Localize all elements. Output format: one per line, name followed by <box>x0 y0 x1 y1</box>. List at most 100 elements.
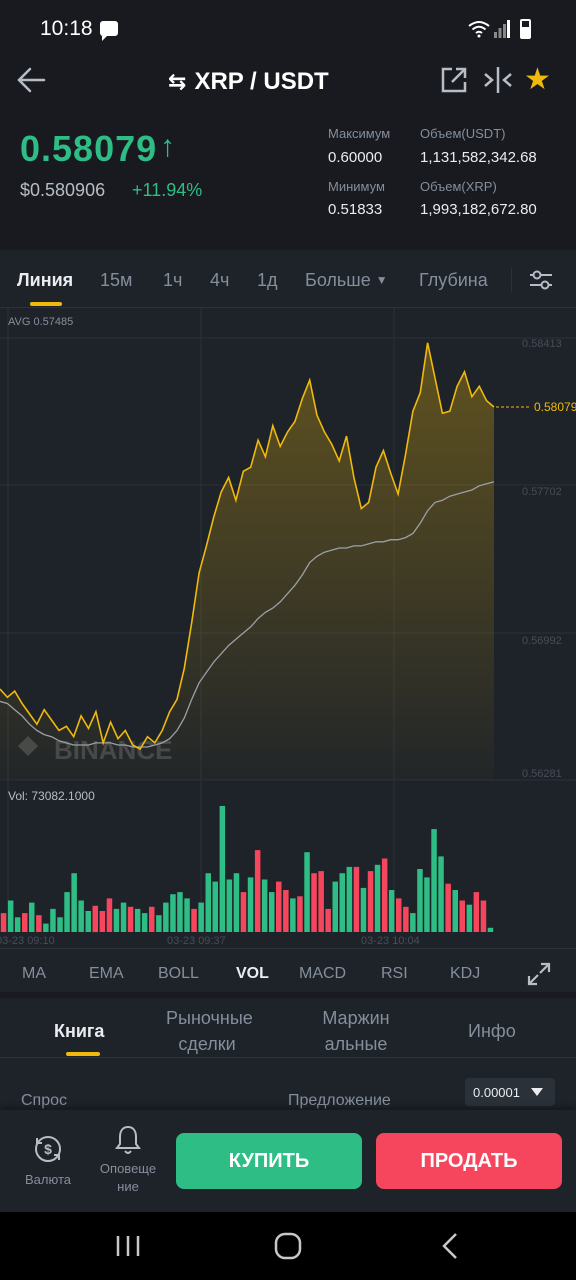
low-label: Минимум <box>328 179 385 194</box>
volume-bar <box>198 902 204 932</box>
volume-bar <box>445 883 451 932</box>
tab-1d[interactable]: 1д <box>257 270 278 290</box>
status-bar: 10:18 <box>0 0 576 56</box>
header: ⇆ XRP / USDT ★ <box>0 56 576 108</box>
pair-selector[interactable]: ⇆ XRP / USDT <box>168 68 329 96</box>
active-tab-indicator <box>30 302 62 306</box>
tab-margin[interactable]: Маржин альные <box>314 1005 398 1057</box>
indicator-boll[interactable]: BOLL <box>158 965 199 982</box>
indicator-rsi[interactable]: RSI <box>381 965 408 982</box>
price-up-arrow-icon: ↑ <box>160 130 175 163</box>
volume-bar <box>240 892 247 932</box>
bell-icon <box>115 1125 141 1154</box>
volume-bar <box>374 864 381 932</box>
price-line <box>0 342 495 751</box>
precision-value: 0.00001 <box>473 1085 520 1100</box>
system-icons <box>468 18 538 40</box>
bid-label: Спрос <box>21 1092 68 1109</box>
share-icon[interactable] <box>438 64 470 96</box>
tab-margin-line2: альные <box>324 1034 388 1054</box>
last-price: 0.58079 <box>20 128 158 169</box>
pair-name: XRP / USDT <box>194 68 329 95</box>
volume-bar <box>381 858 388 932</box>
chart-canvas: BINANCE AVG 0.57485 Vol: 73082.1000 0.58… <box>0 308 576 947</box>
volume-label: Vol: 73082.1000 <box>8 789 95 803</box>
vol-xrp-label: Объем(XRP) <box>420 179 497 194</box>
volume-bar <box>480 900 487 932</box>
volume-bar <box>254 850 261 932</box>
fullscreen-icon[interactable] <box>526 961 552 987</box>
volume-bar <box>346 866 353 932</box>
order-book-header: Спрос Предложение 0.00001 <box>0 1058 576 1110</box>
y-tick: 0.57702 <box>522 486 562 498</box>
currency-convert-icon: $ <box>35 1136 61 1162</box>
vol-usdt-label: Объем(USDT) <box>420 126 506 141</box>
alerts-label-line2: ние <box>117 1179 139 1194</box>
price-chart[interactable]: BINANCE AVG 0.57485 Vol: 73082.1000 0.58… <box>0 308 576 948</box>
tab-more-label: Больше <box>305 270 371 290</box>
tab-depth[interactable]: Глубина <box>419 270 488 290</box>
indicator-ema[interactable]: EMA <box>89 965 124 982</box>
tab-4h[interactable]: 4ч <box>210 270 230 290</box>
volume-bar <box>403 906 409 932</box>
favorite-star-icon[interactable]: ★ <box>524 63 551 96</box>
compare-icon[interactable] <box>482 64 514 96</box>
precision-select[interactable]: 0.00001 <box>465 1078 555 1106</box>
back-arrow-icon[interactable] <box>14 62 50 98</box>
volume-bar <box>106 898 113 932</box>
active-tab-indicator <box>66 1052 100 1056</box>
tab-1h[interactable]: 1ч <box>163 270 183 290</box>
currency-button[interactable]: $ Валюта <box>20 1132 76 1187</box>
volume-bar <box>7 900 14 932</box>
volume-bar <box>459 900 465 932</box>
alerts-button[interactable]: Оповеще ние <box>96 1124 160 1196</box>
volume-bar <box>332 881 338 932</box>
volume-bar <box>233 873 240 932</box>
alerts-label-line1: Оповеще <box>99 1161 157 1176</box>
volume-bar <box>290 898 296 932</box>
volume-bar <box>339 873 345 932</box>
volume-bar <box>71 873 77 932</box>
volume-bar <box>304 852 310 932</box>
tab-15m[interactable]: 15м <box>100 270 133 290</box>
tab-market-trades-line1: Рыночные <box>166 1008 253 1028</box>
wifi-icon <box>468 21 490 38</box>
volume-bar <box>212 881 218 932</box>
low-value: 0.51833 <box>328 201 383 218</box>
chart-settings-icon[interactable] <box>528 268 554 292</box>
recent-apps-icon[interactable] <box>108 1230 148 1262</box>
indicator-macd[interactable]: MACD <box>299 965 347 982</box>
indicator-vol[interactable]: VOL <box>236 965 269 982</box>
volume-bar <box>452 890 458 932</box>
volume-bar <box>156 915 162 932</box>
volume-bar <box>78 900 84 932</box>
volume-bar <box>219 806 226 932</box>
volume-bar <box>318 871 324 932</box>
volume-bar <box>226 879 233 932</box>
indicator-kdj[interactable]: KDJ <box>450 965 481 982</box>
tab-order-book[interactable]: Книга <box>54 1021 105 1041</box>
volume-bar <box>29 902 35 932</box>
tab-line[interactable]: Линия <box>17 270 74 290</box>
volume-bar <box>163 902 169 932</box>
indicator-ma[interactable]: MA <box>22 965 46 982</box>
average-line <box>0 481 495 748</box>
back-icon[interactable] <box>430 1230 470 1262</box>
y-tick: 0.56281 <box>522 768 562 780</box>
volume-bar <box>99 911 106 932</box>
home-icon[interactable] <box>268 1230 308 1262</box>
x-tick: 03-23 09:37 <box>167 935 226 947</box>
tab-more[interactable]: Больше ▼ <box>305 270 388 291</box>
volume-bar <box>311 873 317 932</box>
tab-market-trades[interactable]: Рыночные сделки <box>166 1005 253 1057</box>
volume-bar <box>64 892 70 932</box>
volume-bar <box>261 879 268 932</box>
tab-divider <box>511 268 512 292</box>
volume-bar <box>36 915 42 932</box>
volume-bar <box>177 892 183 932</box>
sell-button[interactable]: ПРОДАТЬ <box>376 1133 562 1189</box>
tab-info[interactable]: Инфо <box>468 1021 516 1041</box>
buy-button[interactable]: КУПИТЬ <box>176 1133 362 1189</box>
volume-bars <box>0 806 494 933</box>
price-change: +11.94% <box>132 180 203 200</box>
